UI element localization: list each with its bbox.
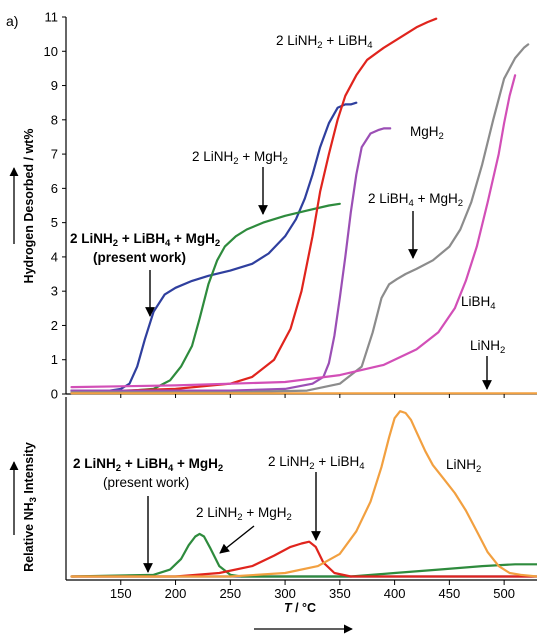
bottom-series (70, 410, 537, 578)
top-y-axis-label-text: Hydrogen Desorbed / wt% (22, 129, 36, 284)
top-y-tick-label: 9 (51, 78, 58, 93)
x-tick-label: 300 (274, 586, 296, 601)
label-present-work-top: 2 LiNH2 + LiBH4 + MgH2 (70, 231, 220, 249)
top-series-mgh2 (70, 127, 392, 392)
label-2linh2-mgh2: 2 LiNH2 + MgH2 (192, 149, 288, 167)
bottom-series-linh2 (70, 410, 537, 578)
top-series-libh4 (70, 74, 517, 389)
x-tick-label: 350 (329, 586, 351, 601)
top-y-tick-label: 8 (51, 112, 58, 127)
top-series-2-libh4-mgh2 (70, 43, 530, 394)
top-y-tick-label: 7 (51, 147, 58, 162)
label-present-work-bottom: 2 LiNH2 + LiBH4 + MgH2 (73, 456, 223, 474)
top-y-tick-label: 0 (51, 387, 58, 402)
top-y-tick-label: 6 (51, 181, 58, 196)
top-y-tick-label: 2 (51, 318, 58, 333)
top-y-axis-label: Hydrogen Desorbed / wt% (22, 129, 36, 284)
x-axis-label: T / °C (284, 601, 316, 615)
x-tick-label: 150 (110, 586, 132, 601)
top-y-tick-label: 1 (51, 352, 58, 367)
label-libh4: LiBH4 (461, 294, 496, 312)
top-series-2-linh2-mgh2 (70, 202, 341, 392)
top-y-tick-label: 4 (51, 249, 58, 264)
bottom-y-axis-label-text: Relative NH3 Intensity (22, 442, 39, 572)
top-series-2-linh2-libh4 (70, 17, 438, 394)
top-series (70, 17, 537, 395)
label-present-work-note-bottom: (present work) (103, 475, 189, 490)
top-y-tick-label: 10 (44, 44, 58, 59)
x-tick-label: 400 (384, 586, 406, 601)
label-2linh2-libh4-bottom: 2 LiNH2 + LiBH4 (268, 454, 365, 472)
label-present-work-note-top: (present work) (93, 250, 186, 265)
bottom-y-axis-label: Relative NH3 Intensity (22, 442, 39, 572)
bottom-series-2-linh2-libh4 (70, 540, 537, 578)
label-linh2-top: LiNH2 (470, 338, 505, 356)
label-mgh2: MgH2 (410, 124, 444, 142)
top-series-2-linh2-libh4-mgh2-present-work (70, 101, 358, 392)
x-tick-label: 250 (219, 586, 241, 601)
x-ticks: 150 200 250 300 350 400 450 500 (110, 394, 515, 601)
bottom-panel: 150 200 250 300 350 400 450 500 (65, 394, 537, 601)
label-2libh4-mgh2: 2 LiBH4 + MgH2 (368, 191, 463, 209)
x-tick-label: 200 (165, 586, 187, 601)
x-tick-label: 500 (493, 586, 515, 601)
label-2linh2-libh4: 2 LiNH2 + LiBH4 (276, 33, 373, 51)
arrow-2linh2-mgh2-bottom (219, 525, 255, 554)
top-y-tick-label: 3 (51, 284, 58, 299)
x-tick-label: 450 (439, 586, 461, 601)
panel-label: a) (6, 13, 18, 29)
label-linh2-bottom: LiNH2 (446, 457, 481, 475)
bottom-series-2-linh2-mgh2 (70, 532, 537, 578)
top-y-tick-label: 5 (51, 215, 58, 230)
label-2linh2-mgh2-bottom: 2 LiNH2 + MgH2 (196, 505, 292, 523)
top-y-tick-label: 11 (45, 10, 59, 25)
top-annotations: 2 LiNH2 + LiBH4 2 LiNH2 + MgH2 MgH2 2 Li… (70, 33, 505, 390)
top-y-ticks: 0 1 2 3 4 5 6 7 8 9 10 11 (44, 10, 66, 402)
top-panel: 0 1 2 3 4 5 6 7 8 9 10 11 (44, 10, 537, 402)
bottom-annotations: 2 LiNH2 + LiBH4 + MgH2 (present work) 2 … (73, 454, 481, 573)
